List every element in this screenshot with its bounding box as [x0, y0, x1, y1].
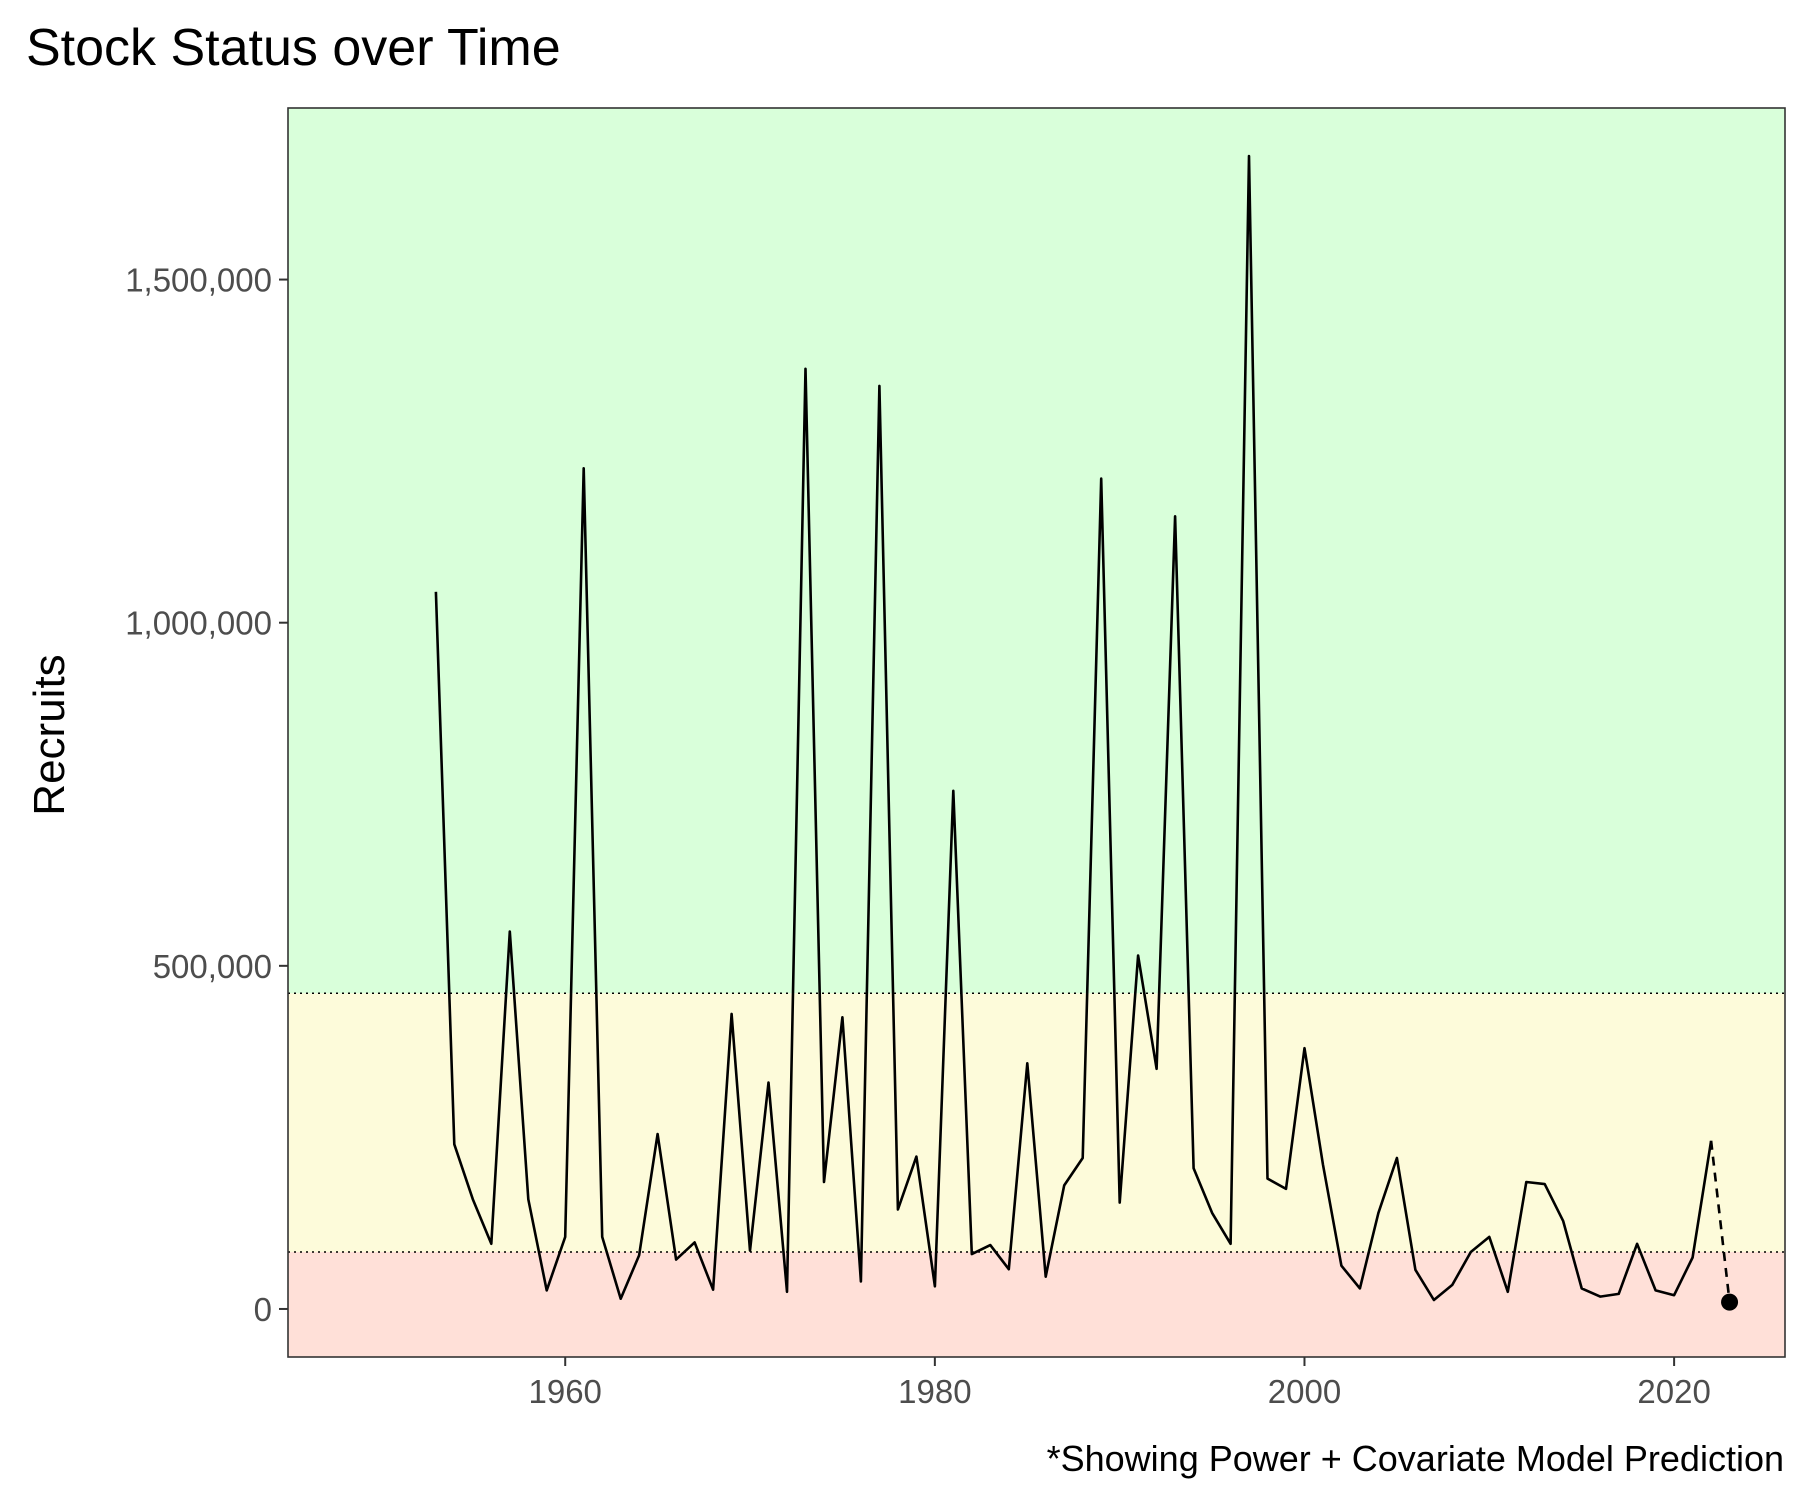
prediction-line [1709, 1140, 1731, 1303]
y-tick-label: 1,000,000 [125, 605, 272, 642]
chart-caption: *Showing Power + Covariate Model Predict… [1046, 1438, 1784, 1479]
x-tick-label: 1980 [898, 1373, 971, 1410]
status-zones [288, 108, 1785, 1357]
y-axis-label: Recruits [25, 654, 74, 816]
y-axis: 0 500,000 1,000,000 1,500,000 [125, 262, 288, 1328]
x-tick-label: 2020 [1637, 1373, 1710, 1410]
zone-yellow [288, 993, 1785, 1253]
panel-border [287, 107, 1786, 1358]
y-tick-label: 0 [254, 1291, 272, 1328]
zone-green [288, 108, 1785, 994]
y-tick-label: 1,500,000 [125, 262, 272, 299]
prediction-point [1721, 1293, 1739, 1311]
chart-title: Stock Status over Time [26, 19, 561, 77]
recruits-line [434, 154, 1713, 1302]
x-tick-label: 2000 [1268, 1373, 1341, 1410]
zone-red [288, 1252, 1785, 1357]
series-lines [434, 154, 1739, 1311]
x-axis: 1960 1980 2000 2020 [529, 1357, 1711, 1410]
x-tick-label: 1960 [529, 1373, 602, 1410]
y-tick-label: 500,000 [153, 948, 272, 985]
